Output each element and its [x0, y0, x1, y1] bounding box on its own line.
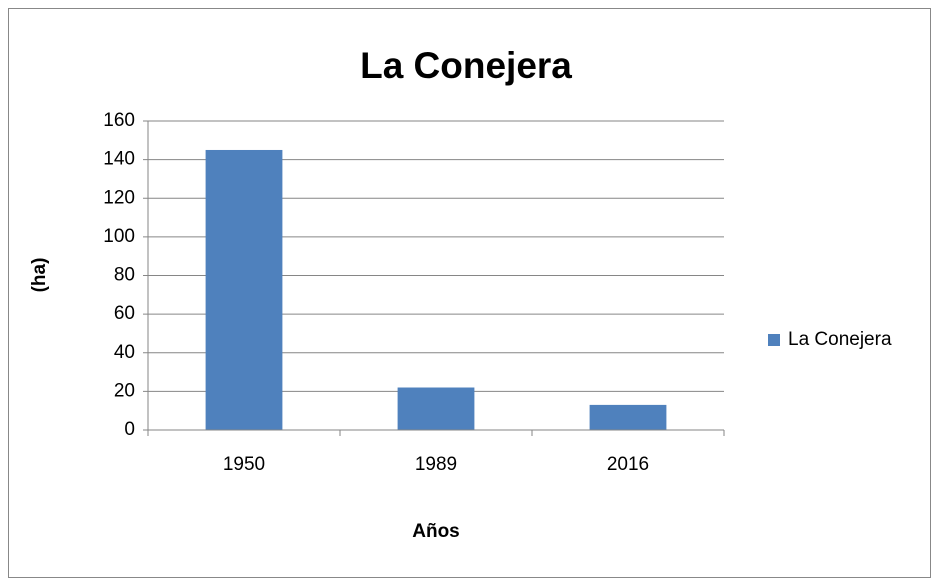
y-tick-label: 20 [114, 380, 135, 401]
bar [397, 387, 475, 430]
bar [205, 149, 283, 430]
x-tick-label: 1950 [223, 454, 265, 475]
y-tick-label: 80 [114, 265, 135, 286]
x-axis-label: Años [412, 521, 460, 542]
y-tick-label: 160 [103, 110, 135, 131]
bar [589, 404, 667, 430]
y-tick-label: 60 [114, 303, 135, 324]
chart-title: La Conejera [360, 45, 572, 86]
y-tick-label: 0 [124, 419, 135, 440]
legend-swatch [768, 334, 780, 346]
y-tick-label: 40 [114, 342, 135, 363]
legend-label: La Conejera [788, 329, 892, 350]
y-tick-label: 100 [103, 226, 135, 247]
x-tick-label: 1989 [415, 454, 457, 475]
x-tick-label: 2016 [607, 454, 649, 475]
chart-frame [8, 8, 931, 578]
y-tick-label: 140 [103, 149, 135, 170]
y-axis-label: (ha) [29, 258, 50, 293]
y-tick-label: 120 [103, 187, 135, 208]
